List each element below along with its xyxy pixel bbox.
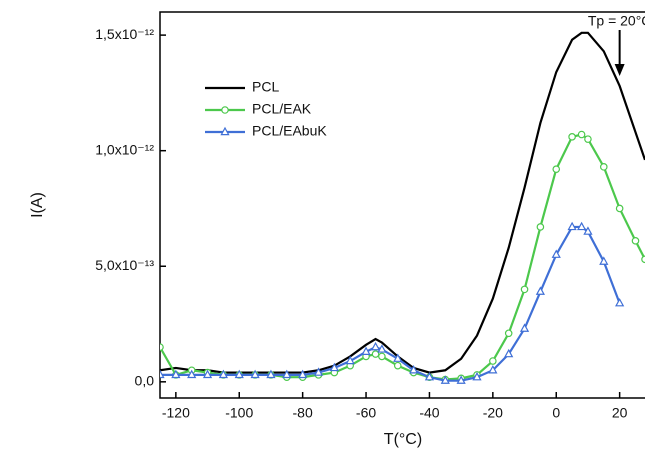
marker <box>584 135 592 143</box>
x-tick-label: -100 <box>225 405 253 421</box>
marker <box>371 350 380 358</box>
marker <box>187 369 197 379</box>
marker <box>361 346 371 355</box>
marker <box>489 357 497 365</box>
legend-label: PCL <box>252 79 279 95</box>
marker <box>424 371 435 381</box>
marker <box>313 367 324 376</box>
arrow-head <box>614 64 625 76</box>
marker <box>519 323 530 332</box>
marker <box>218 369 229 379</box>
marker <box>298 369 308 379</box>
x-tick-label: 0 <box>552 405 560 421</box>
marker <box>583 226 593 235</box>
y-axis-label: I(A) <box>29 192 46 218</box>
legend-label: PCL/EAbuK <box>252 123 327 139</box>
marker <box>520 285 529 294</box>
marker <box>551 249 561 258</box>
marker <box>472 371 482 381</box>
marker <box>202 369 213 379</box>
series-line <box>160 225 621 382</box>
x-tick-label: 20 <box>612 405 628 421</box>
marker <box>567 221 577 231</box>
y-tick-label: 5,0x10⁻¹³ <box>95 257 154 273</box>
marker <box>393 353 403 362</box>
marker <box>488 365 498 374</box>
plot-frame <box>159 11 645 399</box>
y-tick-label: 0,0 <box>135 373 155 389</box>
marker <box>599 163 608 171</box>
marker <box>377 344 387 353</box>
marker <box>535 286 546 295</box>
x-tick-label: -60 <box>356 405 376 421</box>
marker <box>266 369 276 379</box>
x-tick-label: -80 <box>293 405 313 421</box>
marker <box>552 165 561 173</box>
marker <box>615 297 625 307</box>
marker <box>160 343 164 351</box>
marker <box>615 204 624 213</box>
marker <box>504 348 514 358</box>
annotation: Tp = 20°C <box>588 13 645 29</box>
series-line <box>160 133 645 381</box>
marker <box>576 221 587 231</box>
marker <box>171 369 181 379</box>
marker <box>329 362 339 372</box>
marker <box>440 375 450 384</box>
x-axis-label: T(°C) <box>384 431 422 448</box>
marker <box>577 130 586 139</box>
legend-label: PCL/EAK <box>252 101 312 117</box>
marker <box>393 361 402 370</box>
marker <box>599 256 609 265</box>
marker <box>220 126 230 136</box>
marker <box>456 375 466 384</box>
series-line <box>160 31 645 374</box>
marker <box>568 133 576 141</box>
marker <box>221 106 229 114</box>
x-tick-label: -20 <box>483 405 503 421</box>
marker <box>536 223 545 231</box>
marker <box>504 329 513 338</box>
marker <box>631 237 640 245</box>
marker <box>234 369 244 379</box>
x-tick-label: -40 <box>419 405 439 421</box>
marker <box>250 369 260 379</box>
y-tick-label: 1,0x10⁻¹² <box>95 141 154 157</box>
marker <box>345 355 355 365</box>
marker <box>408 365 419 374</box>
marker <box>378 352 386 361</box>
x-tick-label: -120 <box>162 405 190 421</box>
marker <box>160 369 165 379</box>
y-tick-label: 1,5x10⁻¹² <box>95 26 154 42</box>
marker <box>282 369 292 379</box>
marker <box>370 341 381 351</box>
